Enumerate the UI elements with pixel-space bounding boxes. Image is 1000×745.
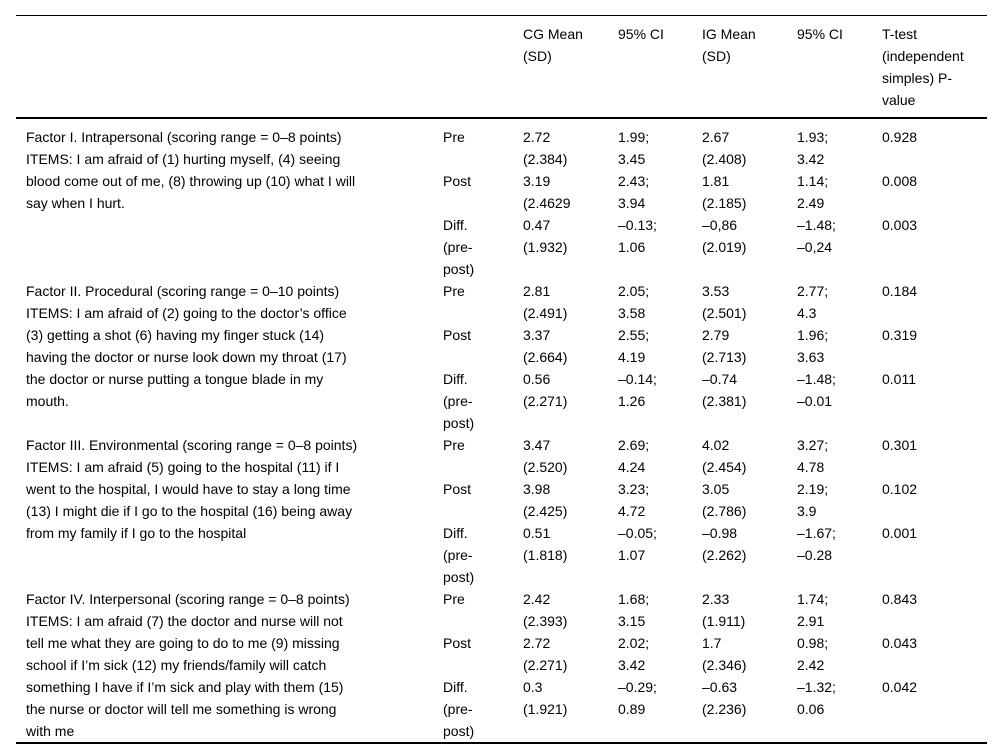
p-value: 0.928 [882, 129, 918, 145]
p-value: 0.043 [882, 635, 918, 651]
ig-mean-sd: 3.05 (2.786) [702, 481, 747, 519]
cg-mean-sd: 2.81 (2.491) [523, 283, 568, 321]
time-point: Pre [443, 283, 465, 299]
factor-description: Factor IV. Interpersonal (scoring range … [26, 591, 350, 739]
time-point: Post [443, 173, 472, 189]
cg-ci: –0.05; 1.07 [618, 525, 657, 563]
ig-mean-sd: –0.74 (2.381) [702, 371, 747, 409]
table-row: Factor III. Environmental (scoring range… [16, 434, 987, 541]
results-table: CG Mean (SD) 95% CI IG Mean (SD) 95% CI … [16, 15, 987, 744]
cg-mean-sd: 3.37 (2.664) [523, 327, 568, 365]
cg-ci: 2.55; 4.19 [618, 327, 650, 365]
p-value: 0.301 [882, 437, 918, 453]
time-point: Pre [443, 437, 465, 453]
time-point: Diff. (pre- post) [443, 371, 475, 431]
table-row: Factor II. Procedural (scoring range = 0… [16, 280, 987, 409]
cg-ci: 1.68; 3.15 [618, 591, 650, 629]
ig-mean-sd: 2.67 (2.408) [702, 129, 747, 167]
header-ttest-pvalue: T-test (independent simples) P- value [882, 26, 964, 108]
cg-ci: 1.99; 3.45 [618, 129, 650, 167]
ig-mean-sd: 1.7 (2.346) [702, 635, 747, 673]
ig-ci: 0.98; 2.42 [797, 635, 829, 673]
table-row: Diff. (pre- post) 0.47 (1.932) –0.13; 1.… [16, 214, 987, 280]
table-row: Post 3.19 (2.4629 2.43; 3.94 1.81 (2.185… [16, 170, 987, 214]
header-row: CG Mean (SD) 95% CI IG Mean (SD) 95% CI … [16, 16, 987, 119]
header-cg-ci: 95% CI [618, 26, 664, 42]
factor-description: Factor I. Intrapersonal (scoring range =… [26, 129, 356, 211]
time-point: Post [443, 327, 472, 343]
cg-ci: 2.43; 3.94 [618, 173, 650, 211]
time-point: Post [443, 635, 472, 651]
time-point: Pre [443, 591, 465, 607]
cg-mean-sd: 2.42 (2.393) [523, 591, 568, 629]
ig-ci: 1.74; 2.91 [797, 591, 829, 629]
ig-ci: 2.19; 3.9 [797, 481, 829, 519]
header-cg-mean: CG Mean (SD) [523, 26, 583, 64]
time-point: Diff. (pre- post) [443, 525, 475, 585]
ig-mean-sd: 2.79 (2.713) [702, 327, 747, 365]
header-ig-mean: IG Mean (SD) [702, 26, 756, 64]
time-point: Diff. (pre- post) [443, 217, 475, 277]
cg-mean-sd: 0.51 (1.818) [523, 525, 568, 563]
ig-ci: –1.48; –0,24 [797, 217, 836, 255]
ig-ci: 1.96; 3.63 [797, 327, 829, 365]
time-point: Post [443, 481, 472, 497]
header-factor-empty [16, 16, 443, 119]
table-row: Post 3.98 (2.425) 3.23; 4.72 3.05 (2.786… [16, 478, 987, 522]
cg-ci: –0.14; 1.26 [618, 371, 657, 409]
p-value: 0.003 [882, 217, 918, 233]
table-row: Post 2.72 (2.271) 2.02; 3.42 1.7 (2.346)… [16, 632, 987, 676]
header-ig-ci: 95% CI [797, 26, 843, 42]
ig-mean-sd: –0,86 (2.019) [702, 217, 747, 255]
cg-ci: 3.23; 4.72 [618, 481, 650, 519]
ig-ci: 1.14; 2.49 [797, 173, 829, 211]
ig-mean-sd: 2.33 (1.911) [702, 591, 746, 629]
cg-ci: 2.05; 3.58 [618, 283, 650, 321]
cg-mean-sd: 3.98 (2.425) [523, 481, 568, 519]
ig-mean-sd: –0.63 (2.236) [702, 679, 747, 717]
table-row: Post 3.37 (2.664) 2.55; 4.19 2.79 (2.713… [16, 324, 987, 368]
ig-ci: –1.48; –0.01 [797, 371, 836, 409]
cg-mean-sd: 2.72 (2.384) [523, 129, 568, 167]
ig-ci: –1.32; 0.06 [797, 679, 836, 717]
ig-mean-sd: 3.53 (2.501) [702, 283, 747, 321]
ig-mean-sd: –0.98 (2.262) [702, 525, 747, 563]
ig-ci: 1.93; 3.42 [797, 129, 829, 167]
cg-mean-sd: 0.47 (1.932) [523, 217, 568, 255]
table-row: Factor IV. Interpersonal (scoring range … [16, 588, 987, 739]
table-row: Diff. (pre- post) 0.51 (1.818) –0.05; 1.… [16, 522, 987, 588]
factor-description: Factor III. Environmental (scoring range… [26, 437, 358, 541]
table-row: Diff. (pre- post) 0.3 (1.921) –0.29; 0.8… [16, 676, 987, 743]
cg-mean-sd: 0.3 (1.921) [523, 679, 568, 717]
table-row: Factor I. Intrapersonal (scoring range =… [16, 118, 987, 211]
cg-ci: –0.13; 1.06 [618, 217, 657, 255]
ig-mean-sd: 1.81 (2.185) [702, 173, 747, 211]
time-point: Pre [443, 129, 465, 145]
ig-ci: 2.77; 4.3 [797, 283, 829, 321]
cg-mean-sd: 3.47 (2.520) [523, 437, 568, 475]
p-value: 0.843 [882, 591, 918, 607]
p-value: 0.008 [882, 173, 918, 189]
ig-ci: –1.67; –0.28 [797, 525, 836, 563]
p-value: 0.319 [882, 327, 918, 343]
p-value: 0.042 [882, 679, 918, 695]
p-value: 0.011 [882, 371, 916, 387]
cg-mean-sd: 2.72 (2.271) [523, 635, 568, 673]
cg-mean-sd: 3.19 (2.4629 [523, 173, 571, 211]
cg-mean-sd: 0.56 (2.271) [523, 371, 568, 409]
factor-description: Factor II. Procedural (scoring range = 0… [26, 283, 347, 409]
cg-ci: 2.02; 3.42 [618, 635, 650, 673]
p-value: 0.001 [882, 525, 918, 541]
p-value: 0.102 [882, 481, 918, 497]
cg-ci: –0.29; 0.89 [618, 679, 657, 717]
p-value: 0.184 [882, 283, 918, 299]
ig-mean-sd: 4.02 (2.454) [702, 437, 747, 475]
table-row: Diff. (pre- post) 0.56 (2.271) –0.14; 1.… [16, 368, 987, 434]
time-point: Diff. (pre- post) [443, 679, 475, 739]
cg-ci: 2.69; 4.24 [618, 437, 650, 475]
header-time-empty [443, 16, 523, 119]
ig-ci: 3.27; 4.78 [797, 437, 829, 475]
